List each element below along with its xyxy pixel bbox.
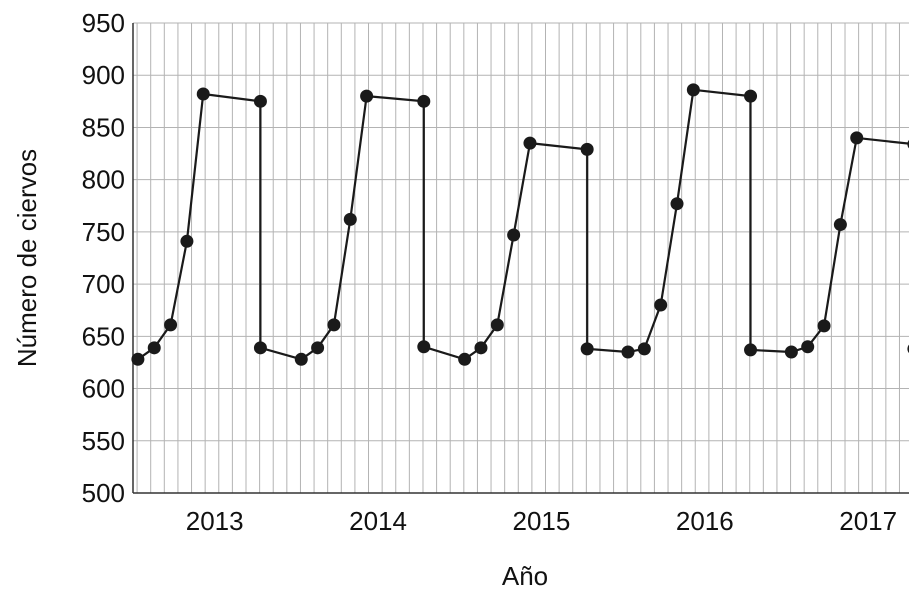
x-tick-label: 2013	[186, 506, 244, 536]
y-tick-label: 650	[82, 321, 125, 351]
data-point	[343, 212, 357, 226]
data-point	[311, 341, 325, 355]
data-point	[637, 342, 651, 356]
series-line	[137, 88, 909, 361]
grid	[133, 22, 909, 494]
data-point	[294, 352, 308, 366]
data-point	[196, 87, 210, 101]
x-tick-label: 2017	[839, 506, 897, 536]
y-tick-label: 600	[82, 374, 125, 404]
data-point	[670, 197, 684, 211]
data-point	[817, 319, 831, 333]
data-point	[833, 218, 847, 232]
data-point	[507, 228, 521, 242]
data-point	[580, 142, 594, 156]
y-tick-label: 700	[82, 269, 125, 299]
axes	[132, 23, 909, 494]
data-point	[850, 131, 864, 145]
data-point	[580, 342, 594, 356]
y-tick-label: 550	[82, 426, 125, 456]
x-tick-label: 2015	[512, 506, 570, 536]
data-point	[417, 340, 431, 354]
data-point	[654, 298, 668, 312]
data-points	[131, 83, 909, 366]
x-tick-labels: 2013 2014 2015 2016 2017	[186, 506, 897, 536]
y-tick-label: 750	[82, 217, 125, 247]
y-tick-label: 850	[82, 112, 125, 142]
data-point	[327, 318, 341, 332]
x-axis-title: Año	[502, 561, 548, 591]
data-point	[253, 341, 267, 355]
data-point	[490, 318, 504, 332]
data-point	[686, 83, 700, 97]
data-point	[417, 94, 431, 108]
y-tick-label: 500	[82, 478, 125, 508]
data-point	[744, 89, 758, 103]
data-point	[253, 94, 267, 108]
data-point	[784, 345, 798, 359]
y-axis-title: Número de ciervos	[12, 149, 42, 367]
data-point	[523, 136, 537, 150]
y-tick-label: 900	[82, 60, 125, 90]
y-tick-label: 800	[82, 165, 125, 195]
data-point	[458, 352, 472, 366]
series-path	[137, 88, 909, 361]
data-point	[621, 345, 635, 359]
y-tick-labels: 500 550 600 650 700 750 800 850 900 950	[82, 8, 125, 508]
data-point	[180, 234, 194, 248]
data-point	[164, 318, 178, 332]
data-point	[744, 343, 758, 357]
data-point	[360, 89, 374, 103]
data-point	[801, 340, 815, 354]
x-tick-label: 2014	[349, 506, 407, 536]
x-tick-label: 2016	[676, 506, 734, 536]
data-point	[474, 341, 488, 355]
data-point	[131, 352, 145, 366]
y-tick-label: 950	[82, 8, 125, 38]
data-point	[147, 341, 161, 355]
